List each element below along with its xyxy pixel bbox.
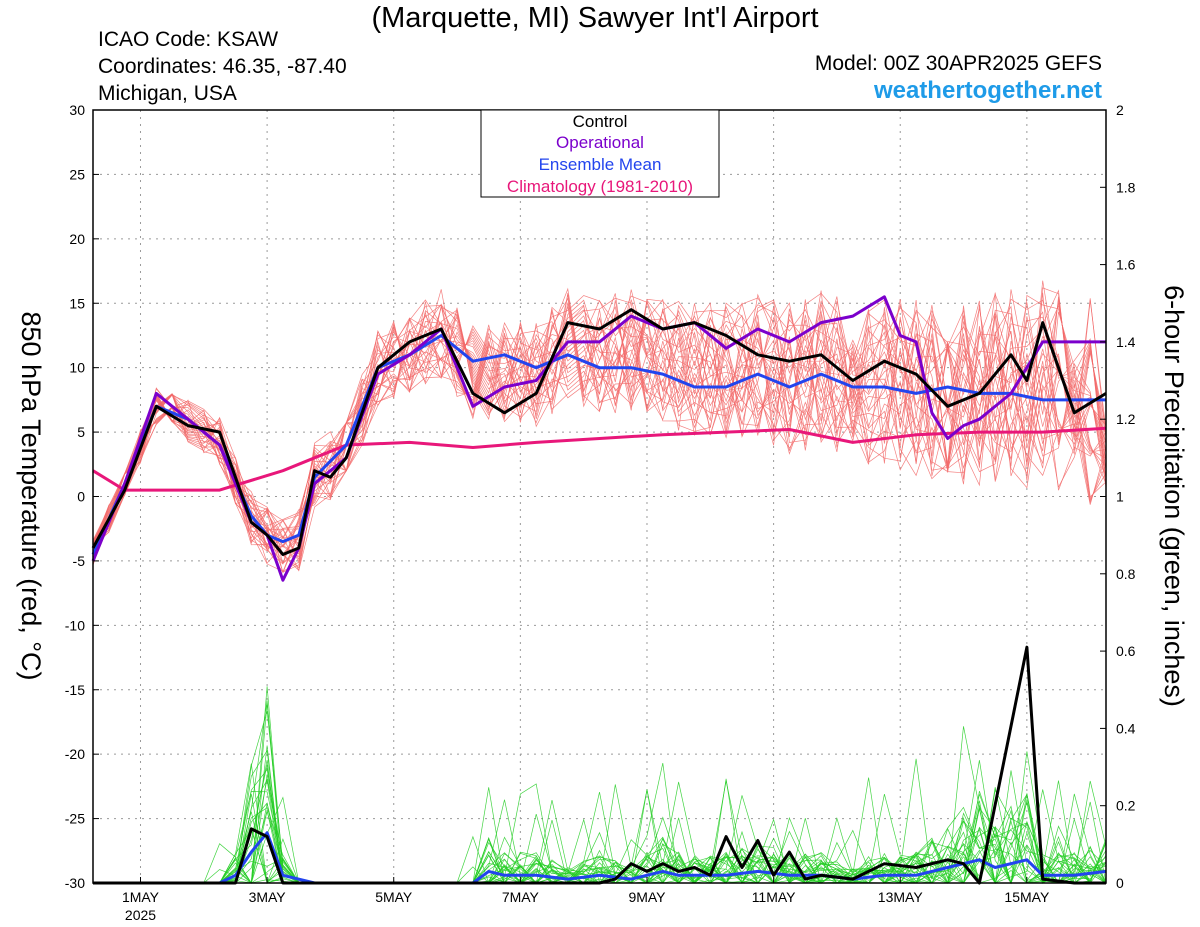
left-tick-label: 25 bbox=[69, 166, 85, 182]
right-tick-label: 2 bbox=[1116, 102, 1124, 118]
temperature-member-line bbox=[92, 292, 1107, 573]
chart-title: (Marquette, MI) Sawyer Int'l Airport bbox=[371, 2, 819, 34]
left-tick-label: -15 bbox=[65, 682, 85, 698]
left-tick-label: -10 bbox=[65, 617, 85, 633]
x-tick-label: 11MAY bbox=[752, 889, 796, 905]
right-tick-label: 1 bbox=[1116, 489, 1124, 505]
ensemble-mean-precip-line bbox=[93, 831, 1107, 885]
temperature-member-line bbox=[92, 304, 1107, 541]
legend-operational: Operational bbox=[556, 133, 644, 152]
right-tick-label: 0 bbox=[1116, 875, 1124, 891]
right-tick-label: 1.2 bbox=[1116, 411, 1136, 427]
x-tick-label: 9MAY bbox=[628, 889, 666, 905]
left-tick-label: -25 bbox=[65, 811, 85, 827]
coordinates: Coordinates: 46.35, -87.40 bbox=[98, 55, 347, 78]
right-axis-label: 6-hour Precipitation (green, inches) bbox=[1159, 285, 1189, 707]
icao-code: ICAO Code: KSAW bbox=[98, 28, 279, 51]
left-tick-label: 0 bbox=[77, 489, 85, 505]
x-tick-label: 15MAY bbox=[1004, 889, 1050, 905]
x-tick-sublabel: 2025 bbox=[125, 907, 156, 923]
x-tick-label: 3MAY bbox=[249, 889, 287, 905]
left-axis-label: 850 hPa Temperature (red, °C) bbox=[16, 312, 46, 681]
temperature-member-line bbox=[92, 295, 1107, 572]
left-tick-label: -5 bbox=[73, 553, 86, 569]
left-axis-ticks: -30 -25 -20 -15 -10 -5 0 5 10 15 20 25 30 bbox=[65, 102, 99, 891]
left-tick-label: 10 bbox=[69, 360, 85, 376]
left-tick-label: 30 bbox=[69, 102, 85, 118]
left-tick-label: 20 bbox=[69, 231, 85, 247]
control-temp-line bbox=[91, 308, 1107, 556]
x-axis-ticks: 1MAY 2025 3MAY 5MAY 7MAY 9MAY 11MAY 13MAY 15MAY bbox=[122, 877, 1050, 923]
precip-member-line bbox=[93, 749, 1107, 884]
x-tick-label: 7MAY bbox=[502, 889, 540, 905]
left-tick-label: -30 bbox=[65, 875, 85, 891]
right-tick-label: 1.6 bbox=[1116, 257, 1136, 273]
left-tick-label: -20 bbox=[65, 746, 85, 762]
temperature-member-line bbox=[92, 306, 1107, 572]
temperature-member-line bbox=[92, 289, 1107, 565]
temperature-member-line bbox=[92, 295, 1107, 561]
model-run: Model: 00Z 30APR2025 GEFS bbox=[814, 52, 1102, 75]
main-series-lines bbox=[91, 295, 1107, 885]
operational-temp-line bbox=[91, 295, 1106, 582]
x-tick-label: 1MAY bbox=[122, 889, 160, 905]
legend-control: Control bbox=[573, 112, 628, 131]
left-tick-label: 5 bbox=[77, 424, 85, 440]
precip-member-line bbox=[93, 758, 1107, 884]
climatology-temp-line bbox=[92, 426, 1107, 492]
left-tick-label: 15 bbox=[69, 295, 85, 311]
grid-lines bbox=[93, 110, 1106, 883]
right-tick-label: 1.4 bbox=[1116, 334, 1136, 350]
temperature-member-line bbox=[92, 300, 1107, 565]
temperature-member-line bbox=[92, 299, 1107, 573]
right-tick-label: 0.6 bbox=[1116, 643, 1136, 659]
region: Michigan, USA bbox=[98, 82, 237, 105]
legend-climatology: Climatology (1981-2010) bbox=[507, 177, 693, 196]
right-tick-label: 1.8 bbox=[1116, 179, 1136, 195]
temperature-member-line bbox=[92, 292, 1107, 566]
temperature-member-line bbox=[92, 287, 1107, 546]
x-tick-label: 13MAY bbox=[878, 889, 924, 905]
site-link[interactable]: weathertogether.net bbox=[873, 77, 1102, 104]
right-tick-label: 0.8 bbox=[1116, 566, 1136, 582]
x-tick-label: 5MAY bbox=[375, 889, 413, 905]
right-axis-ticks: 0 0.2 0.4 0.6 0.8 1 1.2 1.4 1.6 1.8 2 bbox=[1100, 102, 1136, 891]
right-tick-label: 0.2 bbox=[1116, 798, 1136, 814]
control-precip-line bbox=[93, 645, 1106, 885]
right-tick-label: 0.4 bbox=[1116, 720, 1136, 736]
legend: Control Operational Ensemble Mean Climat… bbox=[480, 109, 720, 198]
legend-ensemble-mean: Ensemble Mean bbox=[539, 155, 662, 174]
temperature-member-lines bbox=[92, 280, 1107, 574]
temperature-member-line bbox=[92, 302, 1107, 542]
precip-member-line bbox=[93, 822, 1107, 884]
